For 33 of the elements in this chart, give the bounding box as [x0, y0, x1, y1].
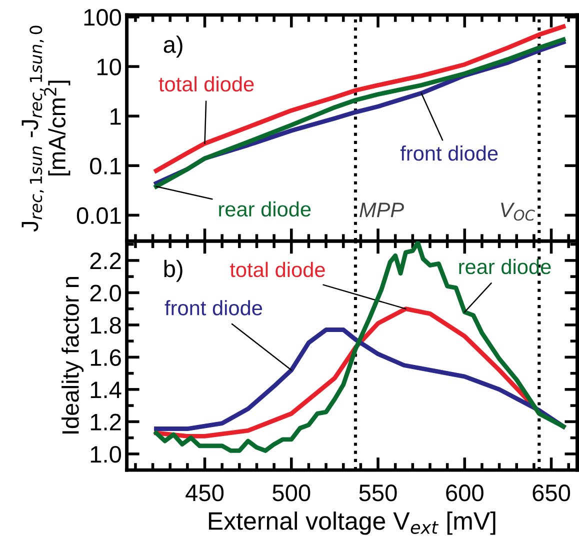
- y-axis-title: J$_{rec,1sun}$ -J$_{rec,1sun,0}$ [mA/cm$^{2}$]: [22, 26, 70, 232]
- series-label: total diode: [158, 76, 254, 92]
- x-tick-label: 550: [359, 484, 397, 502]
- x-tick-label: 500: [272, 484, 310, 502]
- series-label: rear diode: [459, 258, 551, 274]
- y-tick-label: 2.0: [90, 284, 122, 302]
- y-tick-label: 10: [97, 58, 122, 76]
- annotation: a): [164, 36, 182, 58]
- y-tick-label: 1.2: [90, 414, 121, 430]
- y-tick-label: 1.8: [90, 317, 121, 334]
- y-tick-label: 100: [84, 9, 122, 26]
- line-series: [154, 24, 566, 173]
- y-tick-label: 1.0: [90, 446, 122, 463]
- y-axis-title: Ideality factor n: [62, 277, 84, 434]
- text: total diode: [230, 262, 325, 278]
- text: rear diode: [219, 201, 311, 217]
- x-tick-label: 600: [446, 484, 484, 502]
- y-tick-label: 0.01: [76, 207, 121, 224]
- y-tick-label: 1.4: [90, 382, 122, 398]
- x-tick-label: 450: [186, 484, 224, 502]
- annotation: b): [164, 260, 182, 282]
- line-series: [154, 328, 566, 431]
- text: front diode: [164, 300, 262, 316]
- x-axis-title: External voltage V$_{ext}$ [mV]: [208, 512, 496, 535]
- text: front diode: [400, 145, 498, 161]
- y-tick-label: 1: [110, 108, 121, 125]
- ref-line-label: V$_{OC}$: [501, 202, 535, 221]
- y-tick-label: 0.1: [90, 158, 121, 174]
- y-tick-label: 2.2: [90, 252, 121, 270]
- y-tick-label: 1.6: [90, 349, 121, 366]
- x-tick-label: 650: [532, 484, 570, 502]
- line-series: [154, 241, 566, 453]
- ref-line-label: MPP: [360, 202, 404, 218]
